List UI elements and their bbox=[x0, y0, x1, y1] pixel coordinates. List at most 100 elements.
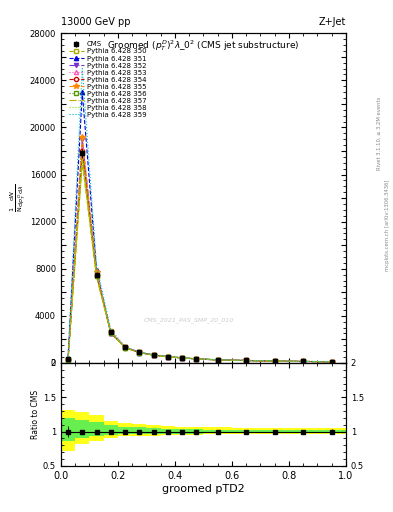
Pythia 6.428 357 bbox=[244, 357, 248, 364]
Pythia 6.428 358 bbox=[301, 358, 305, 365]
Pythia 6.428 354 bbox=[94, 272, 99, 278]
Text: Z+Jet: Z+Jet bbox=[318, 16, 346, 27]
Pythia 6.428 355 bbox=[215, 357, 220, 363]
Pythia 6.428 354 bbox=[215, 357, 220, 363]
Pythia 6.428 356 bbox=[137, 350, 141, 356]
Pythia 6.428 359 bbox=[329, 358, 334, 365]
Pythia 6.428 359 bbox=[180, 354, 184, 360]
Pythia 6.428 354 bbox=[80, 148, 84, 154]
Pythia 6.428 350 bbox=[137, 349, 141, 355]
Pythia 6.428 352 bbox=[66, 356, 70, 362]
Pythia 6.428 356 bbox=[165, 354, 170, 360]
Pythia 6.428 353 bbox=[244, 357, 248, 364]
Pythia 6.428 353 bbox=[80, 145, 84, 152]
Pythia 6.428 356 bbox=[108, 330, 113, 336]
Pythia 6.428 359 bbox=[165, 353, 170, 359]
Pythia 6.428 358 bbox=[215, 357, 220, 363]
Pythia 6.428 351 bbox=[151, 352, 156, 358]
Pythia 6.428 350 bbox=[301, 358, 305, 365]
Pythia 6.428 350 bbox=[244, 357, 248, 364]
Pythia 6.428 354 bbox=[123, 345, 127, 351]
Pythia 6.428 350 bbox=[329, 359, 334, 365]
Pythia 6.428 357 bbox=[108, 330, 113, 336]
Y-axis label: Ratio to CMS: Ratio to CMS bbox=[31, 390, 40, 439]
Pythia 6.428 358 bbox=[137, 350, 141, 356]
Line: Pythia 6.428 353: Pythia 6.428 353 bbox=[66, 146, 334, 364]
Y-axis label: $\frac{1}{\mathrm{N}}\frac{\mathrm{d}N}{\mathrm{d}p_T^D\,\mathrm{d}\lambda}$: $\frac{1}{\mathrm{N}}\frac{\mathrm{d}N}{… bbox=[9, 184, 28, 212]
Pythia 6.428 355 bbox=[123, 344, 127, 350]
Pythia 6.428 351 bbox=[180, 355, 184, 361]
Pythia 6.428 359 bbox=[151, 352, 156, 358]
Pythia 6.428 352 bbox=[151, 352, 156, 358]
Pythia 6.428 352 bbox=[301, 358, 305, 365]
Pythia 6.428 352 bbox=[215, 357, 220, 363]
Pythia 6.428 357 bbox=[66, 357, 70, 364]
Pythia 6.428 358 bbox=[329, 359, 334, 365]
Pythia 6.428 355 bbox=[165, 354, 170, 360]
Pythia 6.428 359 bbox=[123, 344, 127, 350]
Pythia 6.428 359 bbox=[80, 66, 84, 72]
Pythia 6.428 359 bbox=[66, 354, 70, 360]
Pythia 6.428 356 bbox=[272, 358, 277, 364]
Pythia 6.428 359 bbox=[272, 358, 277, 364]
Pythia 6.428 358 bbox=[94, 274, 99, 280]
Line: Pythia 6.428 352: Pythia 6.428 352 bbox=[66, 137, 334, 364]
Pythia 6.428 353 bbox=[151, 352, 156, 358]
Pythia 6.428 353 bbox=[180, 355, 184, 361]
Pythia 6.428 352 bbox=[108, 329, 113, 335]
Pythia 6.428 357 bbox=[151, 352, 156, 358]
Pythia 6.428 351 bbox=[215, 357, 220, 363]
Pythia 6.428 354 bbox=[244, 357, 248, 364]
Pythia 6.428 350 bbox=[215, 357, 220, 363]
Pythia 6.428 354 bbox=[329, 359, 334, 365]
Pythia 6.428 355 bbox=[137, 349, 141, 355]
Pythia 6.428 358 bbox=[80, 159, 84, 165]
Pythia 6.428 358 bbox=[194, 356, 198, 362]
Line: Pythia 6.428 358: Pythia 6.428 358 bbox=[68, 162, 332, 362]
Text: 13000 GeV pp: 13000 GeV pp bbox=[61, 16, 130, 27]
Pythia 6.428 352 bbox=[80, 136, 84, 142]
Pythia 6.428 352 bbox=[165, 354, 170, 360]
Pythia 6.428 356 bbox=[80, 151, 84, 157]
Pythia 6.428 350 bbox=[272, 358, 277, 364]
Pythia 6.428 356 bbox=[151, 352, 156, 358]
Pythia 6.428 359 bbox=[94, 262, 99, 268]
Pythia 6.428 350 bbox=[94, 273, 99, 279]
Pythia 6.428 350 bbox=[165, 353, 170, 359]
Pythia 6.428 352 bbox=[272, 358, 277, 364]
Line: Pythia 6.428 355: Pythia 6.428 355 bbox=[65, 134, 334, 365]
Pythia 6.428 352 bbox=[123, 344, 127, 350]
Pythia 6.428 357 bbox=[123, 345, 127, 351]
Pythia 6.428 351 bbox=[165, 354, 170, 360]
Pythia 6.428 352 bbox=[94, 270, 99, 276]
Pythia 6.428 358 bbox=[165, 354, 170, 360]
Pythia 6.428 359 bbox=[215, 356, 220, 362]
Pythia 6.428 354 bbox=[301, 358, 305, 365]
Pythia 6.428 355 bbox=[66, 357, 70, 363]
X-axis label: groomed pTD2: groomed pTD2 bbox=[162, 483, 245, 494]
Pythia 6.428 359 bbox=[137, 349, 141, 355]
Pythia 6.428 351 bbox=[244, 357, 248, 364]
Pythia 6.428 353 bbox=[66, 357, 70, 363]
Pythia 6.428 353 bbox=[215, 357, 220, 363]
Pythia 6.428 353 bbox=[329, 359, 334, 365]
Pythia 6.428 357 bbox=[94, 273, 99, 280]
Pythia 6.428 353 bbox=[137, 349, 141, 355]
Pythia 6.428 352 bbox=[137, 349, 141, 355]
Pythia 6.428 357 bbox=[137, 350, 141, 356]
Pythia 6.428 354 bbox=[151, 352, 156, 358]
Line: Pythia 6.428 356: Pythia 6.428 356 bbox=[66, 151, 334, 364]
Line: Pythia 6.428 357: Pythia 6.428 357 bbox=[68, 158, 332, 362]
Pythia 6.428 350 bbox=[151, 352, 156, 358]
Pythia 6.428 359 bbox=[108, 327, 113, 333]
Pythia 6.428 355 bbox=[151, 352, 156, 358]
Pythia 6.428 356 bbox=[180, 355, 184, 361]
Pythia 6.428 356 bbox=[215, 357, 220, 363]
Pythia 6.428 355 bbox=[94, 269, 99, 275]
Pythia 6.428 351 bbox=[80, 89, 84, 95]
Pythia 6.428 351 bbox=[108, 330, 113, 336]
Pythia 6.428 352 bbox=[329, 359, 334, 365]
Pythia 6.428 357 bbox=[329, 359, 334, 365]
Pythia 6.428 354 bbox=[165, 354, 170, 360]
Pythia 6.428 351 bbox=[301, 358, 305, 365]
